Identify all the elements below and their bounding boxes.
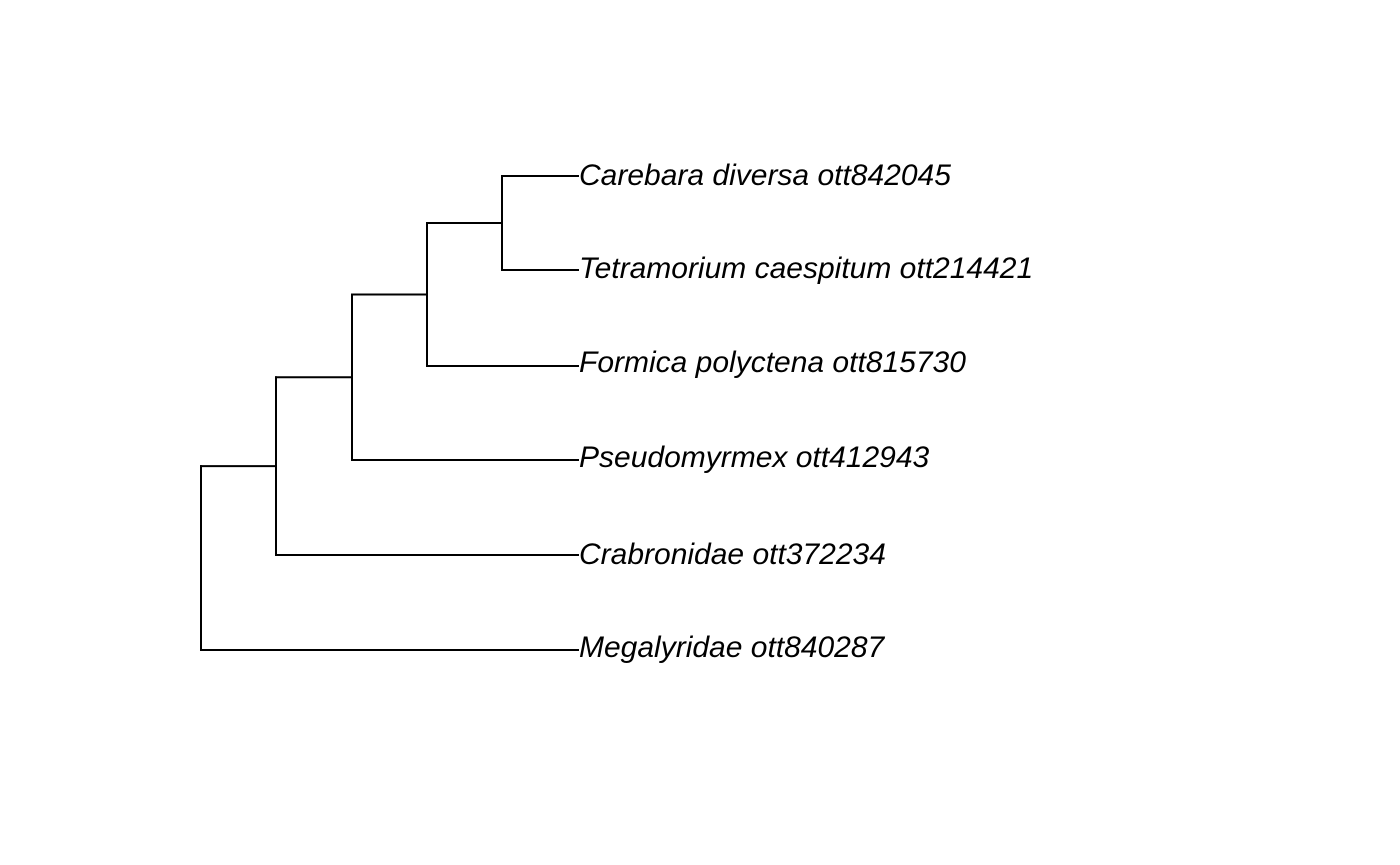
tip-label-carebara-diversa: Carebara diversa ott842045 <box>579 159 951 192</box>
tree-branches <box>200 175 579 651</box>
tip-label-megalyridae: Megalyridae ott840287 <box>579 631 886 664</box>
tip-labels: Carebara diversa ott842045 Tetramorium c… <box>579 159 1033 664</box>
tip-label-pseudomyrmex: Pseudomyrmex ott412943 <box>579 441 930 474</box>
tip-label-tetramorium-caespitum: Tetramorium caespitum ott214421 <box>579 252 1033 285</box>
tip-label-formica-polyctena: Formica polyctena ott815730 <box>579 346 966 379</box>
tip-label-crabronidae: Crabronidae ott372234 <box>579 538 886 571</box>
